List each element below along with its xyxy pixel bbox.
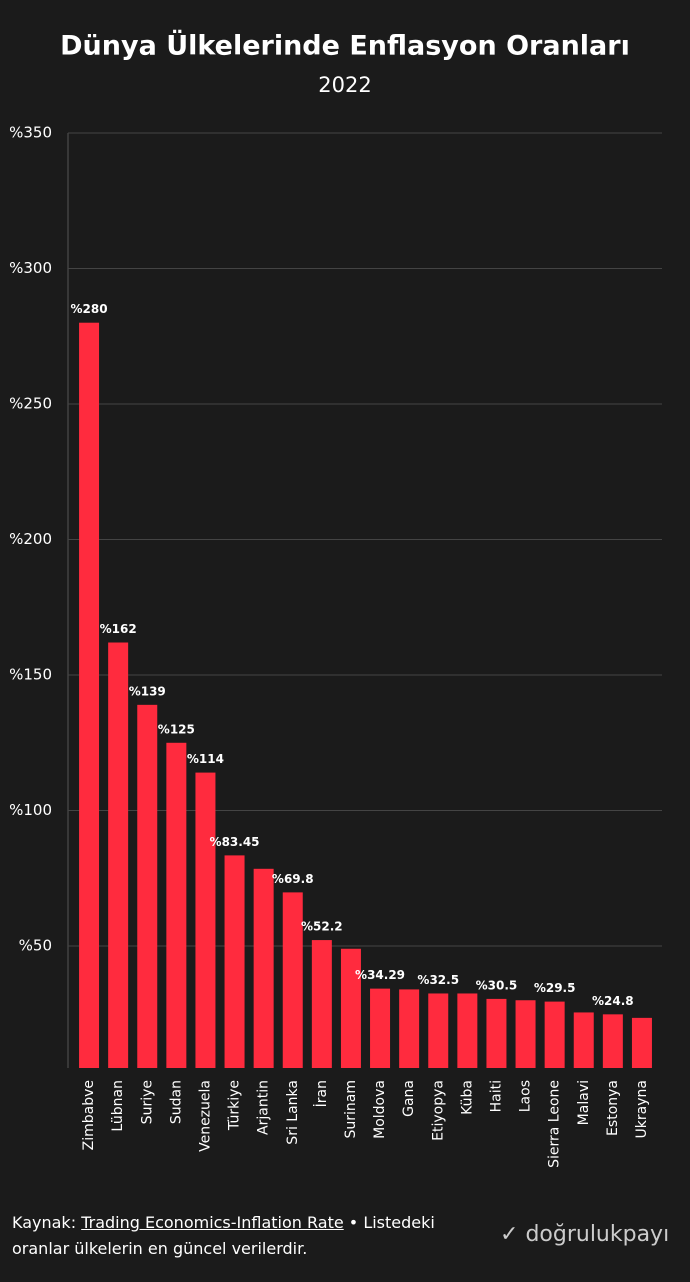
x-tick-label: Arjantin — [256, 1080, 272, 1135]
chart-subtitle: 2022 — [318, 73, 371, 97]
bar — [399, 989, 420, 1068]
bar — [137, 704, 158, 1068]
bar — [573, 1012, 594, 1068]
y-tick-label: %100 — [9, 801, 52, 819]
bar — [224, 855, 245, 1068]
x-tick-label: Venezuela — [197, 1080, 213, 1152]
x-tick-label: Ukrayna — [634, 1080, 650, 1138]
brand-name: doğrulukpayı — [525, 1222, 670, 1247]
value-label: %32.5 — [417, 973, 459, 987]
x-tick-label: Türkiye — [227, 1080, 243, 1131]
x-tick-label: Laos — [518, 1080, 534, 1112]
bar — [428, 993, 449, 1068]
value-label: %83.45 — [210, 835, 260, 849]
x-tick-label: Küba — [459, 1080, 475, 1115]
y-tick-label: %50 — [19, 937, 52, 955]
x-tick-label: Lübnan — [110, 1080, 126, 1132]
bar — [602, 1014, 623, 1068]
bar — [486, 998, 507, 1068]
x-tick-label: Haiti — [488, 1080, 504, 1112]
bar — [253, 868, 274, 1068]
x-tick-label: Sri Lanka — [285, 1080, 301, 1145]
value-label: %52.2 — [301, 920, 343, 934]
x-tick-label: Estonya — [605, 1080, 621, 1136]
x-tick-label: Surinam — [343, 1080, 359, 1139]
chart-title: Dünya Ülkelerinde Enflasyon Oranları — [60, 29, 630, 62]
source-prefix: Kaynak: — [12, 1213, 77, 1232]
bar — [282, 892, 303, 1068]
y-tick-label: %350 — [9, 124, 52, 142]
x-tick-label: Zimbabve — [81, 1080, 97, 1150]
x-tick-label: Suriye — [139, 1080, 155, 1124]
bar — [79, 322, 100, 1068]
x-tick-label: İran — [312, 1080, 330, 1107]
bar — [457, 993, 478, 1068]
bar — [195, 772, 216, 1068]
value-label: %139 — [129, 684, 166, 698]
value-label: %114 — [187, 752, 224, 766]
bar — [340, 948, 361, 1068]
value-label: %125 — [158, 722, 195, 736]
bar — [311, 940, 332, 1068]
x-tick-label: Malavi — [576, 1080, 592, 1125]
brand-logo: ✓ doğrulukpayı — [500, 1222, 670, 1247]
value-label: %69.8 — [272, 872, 314, 886]
x-tick-label: Sudan — [168, 1080, 184, 1124]
footer-note: • Listedeki oranlar ülkelerin en güncel … — [12, 1213, 435, 1258]
chart: Dünya Ülkelerinde Enflasyon Oranları 202… — [9, 29, 662, 1168]
value-label: %24.8 — [592, 994, 634, 1008]
bar — [370, 988, 391, 1068]
x-tick-label: Gana — [401, 1080, 417, 1117]
bar — [631, 1017, 652, 1068]
value-label: %29.5 — [534, 981, 576, 995]
source-link[interactable]: Trading Economics-Inflation Rate — [81, 1213, 344, 1232]
y-tick-label: %150 — [9, 666, 52, 684]
bar — [544, 1001, 565, 1068]
value-label: %34.29 — [355, 968, 405, 982]
x-tick-label: Sierra Leone — [547, 1080, 563, 1168]
x-tick-label: Moldova — [372, 1080, 388, 1139]
value-label: %162 — [100, 622, 137, 636]
bar — [515, 1000, 536, 1068]
y-tick-label: %250 — [9, 395, 52, 413]
y-tick-label: %300 — [9, 259, 52, 277]
y-tick-label: %200 — [9, 530, 52, 548]
footer: Kaynak: Trading Economics-Inflation Rate… — [12, 1210, 482, 1262]
bar — [166, 742, 187, 1068]
value-label: %30.5 — [476, 978, 518, 992]
value-label: %280 — [71, 302, 108, 316]
bar — [108, 642, 129, 1068]
x-tick-label: Etiyopya — [430, 1080, 446, 1141]
